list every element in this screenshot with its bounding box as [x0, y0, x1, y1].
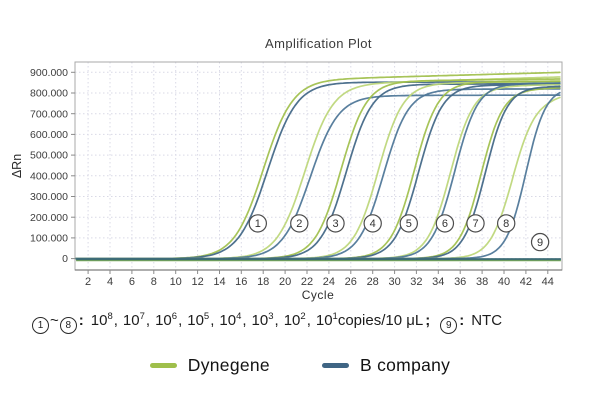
x-tick-label: 40 — [498, 276, 510, 288]
annotation-circle — [248, 214, 267, 233]
caption-text: , — [306, 312, 311, 329]
group-annotations: 1 2 3 4 5 6 7 8 9 — [248, 214, 550, 252]
annotation-number: 9 — [537, 237, 543, 249]
circled-number: 9 — [440, 317, 458, 334]
dilution-value: 106 — [155, 311, 178, 329]
x-tick-label: 14 — [213, 276, 225, 288]
dilution-value: 107 — [122, 311, 145, 329]
axis-ticks: 2 4 6 8 10 12 14 16 18 20 22 24 26 28 30 32 34 36 38 40 42 44… — [30, 67, 554, 288]
caption-text: , — [113, 312, 118, 329]
x-tick-label: 10 — [170, 276, 182, 288]
caption-text: : — [78, 312, 84, 329]
annotation-circle — [530, 232, 550, 252]
x-tick-label: 16 — [235, 276, 247, 288]
annotation-circle — [399, 214, 418, 233]
y-tick-label: 900.000 — [30, 67, 68, 79]
annotation-circle — [290, 214, 309, 233]
x-tick-label: 6 — [129, 276, 135, 288]
annotation-number: 7 — [472, 218, 478, 230]
y-tick-label: 300.000 — [30, 191, 68, 203]
caption-text: ~ — [50, 312, 59, 329]
y-tick-label: 200.000 — [30, 212, 68, 224]
annotation-number: 6 — [442, 218, 448, 230]
caption-unit: copies/10 μL — [337, 312, 424, 329]
y-tick-label: 0 — [62, 253, 68, 265]
x-tick-label: 8 — [151, 276, 157, 288]
x-tick-label: 12 — [191, 276, 203, 288]
x-tick-label: 38 — [476, 276, 488, 288]
caption-text: , — [210, 312, 215, 329]
x-tick-label: 26 — [345, 276, 357, 288]
x-tick-label: 22 — [301, 276, 313, 288]
y-tick-label: 400.000 — [30, 170, 68, 182]
ntc-label: NTC — [471, 312, 503, 329]
x-tick-label: 28 — [367, 276, 379, 288]
y-tick-label: 600.000 — [30, 129, 68, 141]
x-tick-label: 34 — [432, 276, 444, 288]
y-tick-label: 100.000 — [30, 233, 68, 245]
curve-dynegene-group-3 — [75, 78, 561, 260]
caption-text: ; — [425, 312, 431, 329]
y-tick-label: 800.000 — [30, 88, 68, 100]
caption-text: , — [145, 312, 151, 329]
annotation-circle — [466, 214, 485, 233]
dilution-value: 102 — [283, 311, 306, 329]
dilution-value: 104 — [219, 311, 242, 329]
annotation-number: 8 — [503, 218, 509, 230]
y-tick-label: 700.000 — [30, 108, 68, 120]
x-axis-title: Cycle — [302, 288, 335, 302]
caption-text: , — [274, 312, 279, 329]
legend-item-b-company: B company — [321, 354, 451, 376]
plot-grid — [75, 62, 562, 270]
dilution-value: 105 — [187, 311, 210, 329]
caption-text: , — [178, 312, 183, 329]
annotation-circle — [363, 214, 382, 233]
legend: Dynegene B company — [0, 351, 600, 379]
annotation-number: 2 — [296, 218, 302, 230]
dilution-value: 103 — [251, 311, 274, 329]
annotation-circle — [435, 214, 455, 233]
amplification-curves — [75, 71, 561, 262]
legend-label: Dynegene — [187, 354, 270, 375]
x-tick-label: 18 — [257, 276, 269, 288]
x-tick-label: 2 — [85, 276, 91, 288]
annotation-number: 4 — [370, 218, 376, 230]
x-tick-label: 32 — [410, 276, 422, 288]
legend-item-dynegene: Dynegene — [149, 354, 270, 376]
annotation-circle — [326, 214, 345, 233]
annotation-number: 1 — [255, 218, 261, 230]
circled-number: 1 — [32, 317, 49, 334]
legend-label: B company — [359, 354, 451, 375]
dilution-value: 101 — [315, 311, 338, 329]
x-tick-label: 24 — [323, 276, 335, 288]
chart-title: Amplification Plot — [265, 36, 372, 51]
x-tick-label: 36 — [454, 276, 466, 288]
dilution-value: 108 — [90, 311, 113, 329]
x-tick-label: 20 — [279, 276, 291, 288]
annotation-number: 5 — [406, 218, 412, 230]
caption-text: : — [459, 312, 465, 329]
y-axis-title: ΔRn — [10, 154, 24, 178]
x-tick-label: 42 — [520, 276, 532, 288]
y-tick-label: 500.000 — [30, 150, 68, 162]
x-tick-label: 30 — [388, 276, 400, 288]
legend-swatch — [149, 362, 177, 368]
annotation-circle — [497, 214, 516, 233]
circled-number: 8 — [59, 317, 77, 334]
x-tick-label: 4 — [107, 276, 113, 288]
caption-text: , — [242, 312, 247, 329]
annotation-number: 3 — [332, 218, 338, 230]
legend-swatch — [321, 362, 349, 368]
caption: 1 ~8:108, 107, 106, 105, 104, 103, 102, 101copie… — [0, 311, 600, 334]
x-tick-label: 44 — [542, 276, 554, 288]
